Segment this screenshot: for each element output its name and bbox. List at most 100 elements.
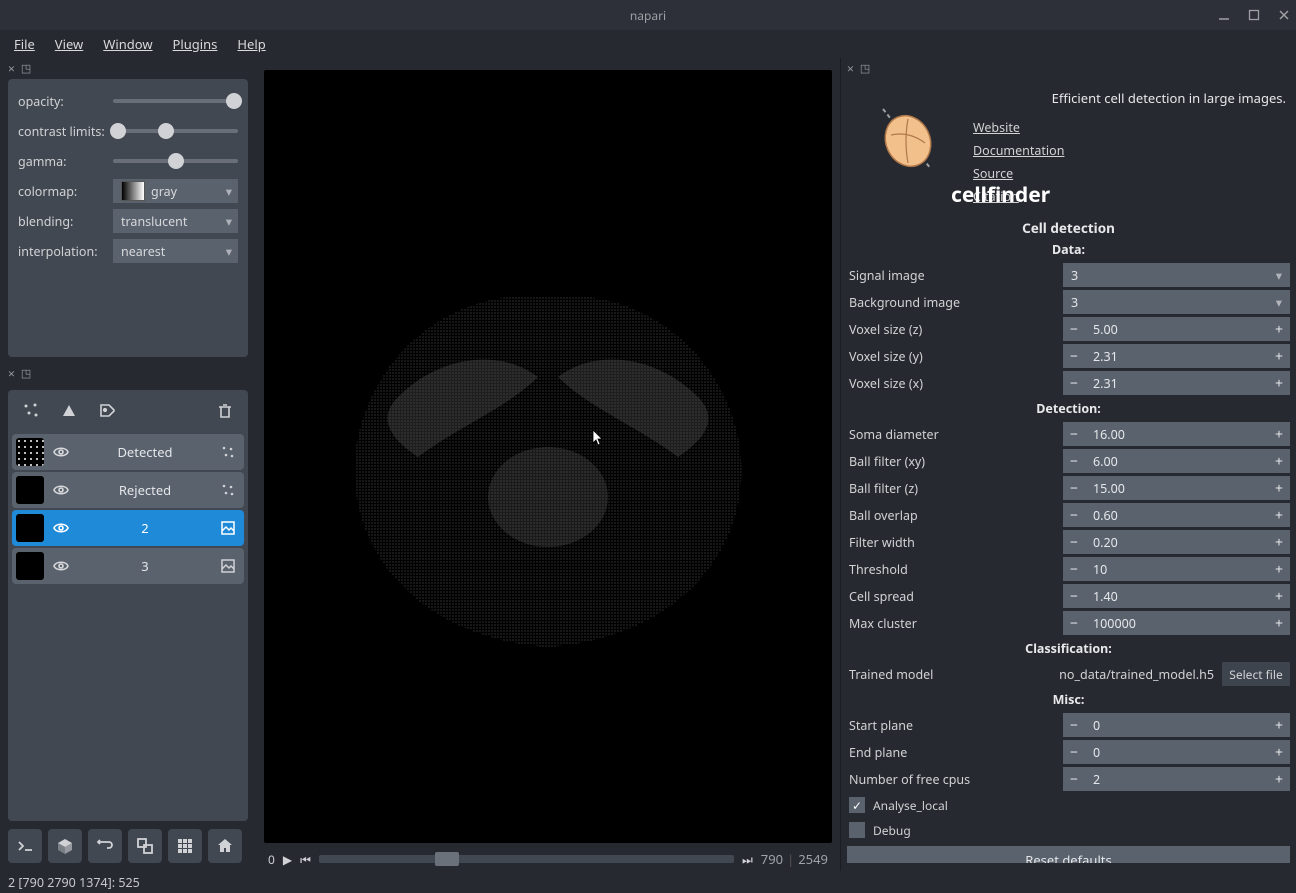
dock-close-icon[interactable]: × bbox=[8, 60, 15, 77]
minus-icon[interactable]: − bbox=[1063, 530, 1085, 554]
minus-icon[interactable]: − bbox=[1063, 344, 1085, 368]
blending-select[interactable]: translucent ▾ bbox=[113, 209, 238, 233]
spin-start-plane[interactable]: −0+ bbox=[1063, 713, 1290, 737]
menu-view[interactable]: View bbox=[47, 31, 91, 57]
spin-ball-filter-xy[interactable]: −6.00+ bbox=[1063, 449, 1290, 473]
layer-item-2[interactable]: 2 bbox=[12, 510, 244, 546]
dock-popout-icon[interactable]: ◳ bbox=[860, 61, 870, 76]
link-website[interactable]: Website bbox=[973, 119, 1020, 136]
dock-popout-icon[interactable]: ◳ bbox=[21, 61, 31, 76]
plus-icon[interactable]: + bbox=[1268, 449, 1290, 473]
delete-layer-button[interactable] bbox=[210, 396, 240, 426]
dock-close-icon[interactable]: × bbox=[847, 60, 854, 77]
spin-cell-spread[interactable]: −1.40+ bbox=[1063, 584, 1290, 608]
spin-threshold[interactable]: −10+ bbox=[1063, 557, 1290, 581]
minimize-button[interactable] bbox=[1218, 9, 1230, 21]
select-signal-image[interactable]: 3▾ bbox=[1063, 263, 1290, 287]
dims-slider[interactable] bbox=[319, 855, 734, 863]
checkbox-debug[interactable] bbox=[849, 822, 865, 838]
spin-soma-diameter[interactable]: −16.00+ bbox=[1063, 422, 1290, 446]
colormap-select[interactable]: gray ▾ bbox=[113, 179, 238, 203]
plus-icon[interactable]: + bbox=[1268, 344, 1290, 368]
plus-icon[interactable]: + bbox=[1268, 476, 1290, 500]
checkbox-analyse-local[interactable]: ✓ bbox=[849, 797, 865, 813]
plus-icon[interactable]: + bbox=[1268, 767, 1290, 791]
spin-ball-filter-z[interactable]: −15.00+ bbox=[1063, 476, 1290, 500]
visibility-toggle[interactable] bbox=[48, 443, 74, 461]
minus-icon[interactable]: − bbox=[1063, 317, 1085, 341]
link-documentation[interactable]: Documentation bbox=[973, 142, 1064, 159]
dock-close-icon[interactable]: × bbox=[8, 365, 15, 382]
layer-item-detected[interactable]: Detected bbox=[12, 434, 244, 470]
trained-model-path: no_data/trained_model.h5 bbox=[1055, 662, 1218, 686]
minus-icon[interactable]: − bbox=[1063, 476, 1085, 500]
select-file-button[interactable]: Select file bbox=[1222, 662, 1290, 686]
transpose-button[interactable] bbox=[128, 829, 162, 863]
dims-last-frame-button[interactable]: ⏭ bbox=[742, 851, 753, 868]
plus-icon[interactable]: + bbox=[1268, 713, 1290, 737]
menu-plugins[interactable]: Plugins bbox=[165, 31, 226, 57]
minus-icon[interactable]: − bbox=[1063, 611, 1085, 635]
minus-icon[interactable]: − bbox=[1063, 713, 1085, 737]
plus-icon[interactable]: + bbox=[1268, 740, 1290, 764]
menu-help[interactable]: Help bbox=[229, 31, 273, 57]
grid-button[interactable] bbox=[168, 829, 202, 863]
minus-icon[interactable]: − bbox=[1063, 503, 1085, 527]
contrast-limits-slider[interactable] bbox=[113, 123, 238, 139]
plus-icon[interactable]: + bbox=[1268, 530, 1290, 554]
minus-icon[interactable]: − bbox=[1063, 584, 1085, 608]
dock-popout-icon[interactable]: ◳ bbox=[21, 366, 31, 381]
ndisplay-button[interactable] bbox=[48, 829, 82, 863]
plus-icon[interactable]: + bbox=[1268, 503, 1290, 527]
label-threshold: Threshold bbox=[847, 561, 1063, 578]
plus-icon[interactable]: + bbox=[1268, 422, 1290, 446]
menu-window[interactable]: Window bbox=[95, 31, 160, 57]
spin-free-cpus[interactable]: −2+ bbox=[1063, 767, 1290, 791]
spin-end-plane[interactable]: −0+ bbox=[1063, 740, 1290, 764]
plus-icon[interactable]: + bbox=[1268, 317, 1290, 341]
console-button[interactable] bbox=[8, 829, 42, 863]
spin-voxel-z[interactable]: −5.00+ bbox=[1063, 317, 1290, 341]
roll-dims-button[interactable] bbox=[88, 829, 122, 863]
plus-icon[interactable]: + bbox=[1268, 584, 1290, 608]
minus-icon[interactable]: − bbox=[1063, 767, 1085, 791]
spin-voxel-x[interactable]: −2.31+ bbox=[1063, 371, 1290, 395]
minus-icon[interactable]: − bbox=[1063, 449, 1085, 473]
minus-icon[interactable]: − bbox=[1063, 371, 1085, 395]
spin-max-cluster[interactable]: −100000+ bbox=[1063, 611, 1290, 635]
home-button[interactable] bbox=[208, 829, 242, 863]
menu-file[interactable]: File bbox=[6, 31, 43, 57]
plus-icon[interactable]: + bbox=[1268, 371, 1290, 395]
spin-voxel-y[interactable]: −2.31+ bbox=[1063, 344, 1290, 368]
viewer-canvas[interactable] bbox=[264, 70, 832, 843]
visibility-toggle[interactable] bbox=[48, 481, 74, 499]
maximize-button[interactable] bbox=[1248, 9, 1260, 21]
label-debug: Debug bbox=[873, 822, 911, 839]
minus-icon[interactable]: − bbox=[1063, 557, 1085, 581]
new-points-button[interactable] bbox=[16, 396, 46, 426]
dims-play-button[interactable]: ▶ bbox=[283, 851, 292, 868]
dims-first-frame-button[interactable]: ⏮ bbox=[300, 851, 311, 868]
spin-filter-width[interactable]: −0.20+ bbox=[1063, 530, 1290, 554]
gamma-slider[interactable] bbox=[113, 159, 238, 163]
new-labels-button[interactable] bbox=[92, 396, 122, 426]
label-soma-diameter: Soma diameter bbox=[847, 426, 1063, 443]
link-source[interactable]: Source bbox=[973, 165, 1013, 182]
plus-icon[interactable]: + bbox=[1268, 611, 1290, 635]
select-background-image[interactable]: 3▾ bbox=[1063, 290, 1290, 314]
interpolation-select[interactable]: nearest ▾ bbox=[113, 239, 238, 263]
layer-item-3[interactable]: 3 bbox=[12, 548, 244, 584]
visibility-toggle[interactable] bbox=[48, 519, 74, 537]
opacity-slider[interactable] bbox=[113, 99, 238, 103]
plus-icon[interactable]: + bbox=[1268, 557, 1290, 581]
new-shapes-button[interactable] bbox=[54, 396, 84, 426]
minus-icon[interactable]: − bbox=[1063, 740, 1085, 764]
spin-ball-overlap[interactable]: −0.60+ bbox=[1063, 503, 1290, 527]
close-button[interactable] bbox=[1278, 9, 1290, 21]
layer-item-rejected[interactable]: Rejected bbox=[12, 472, 244, 508]
dims-slider-bar: 0 ▶ ⏮ ⏭ 790|2549 bbox=[256, 847, 840, 871]
colormap-swatch-icon bbox=[121, 181, 145, 201]
reset-defaults-button[interactable]: Reset defaults bbox=[847, 846, 1290, 863]
visibility-toggle[interactable] bbox=[48, 557, 74, 575]
minus-icon[interactable]: − bbox=[1063, 422, 1085, 446]
